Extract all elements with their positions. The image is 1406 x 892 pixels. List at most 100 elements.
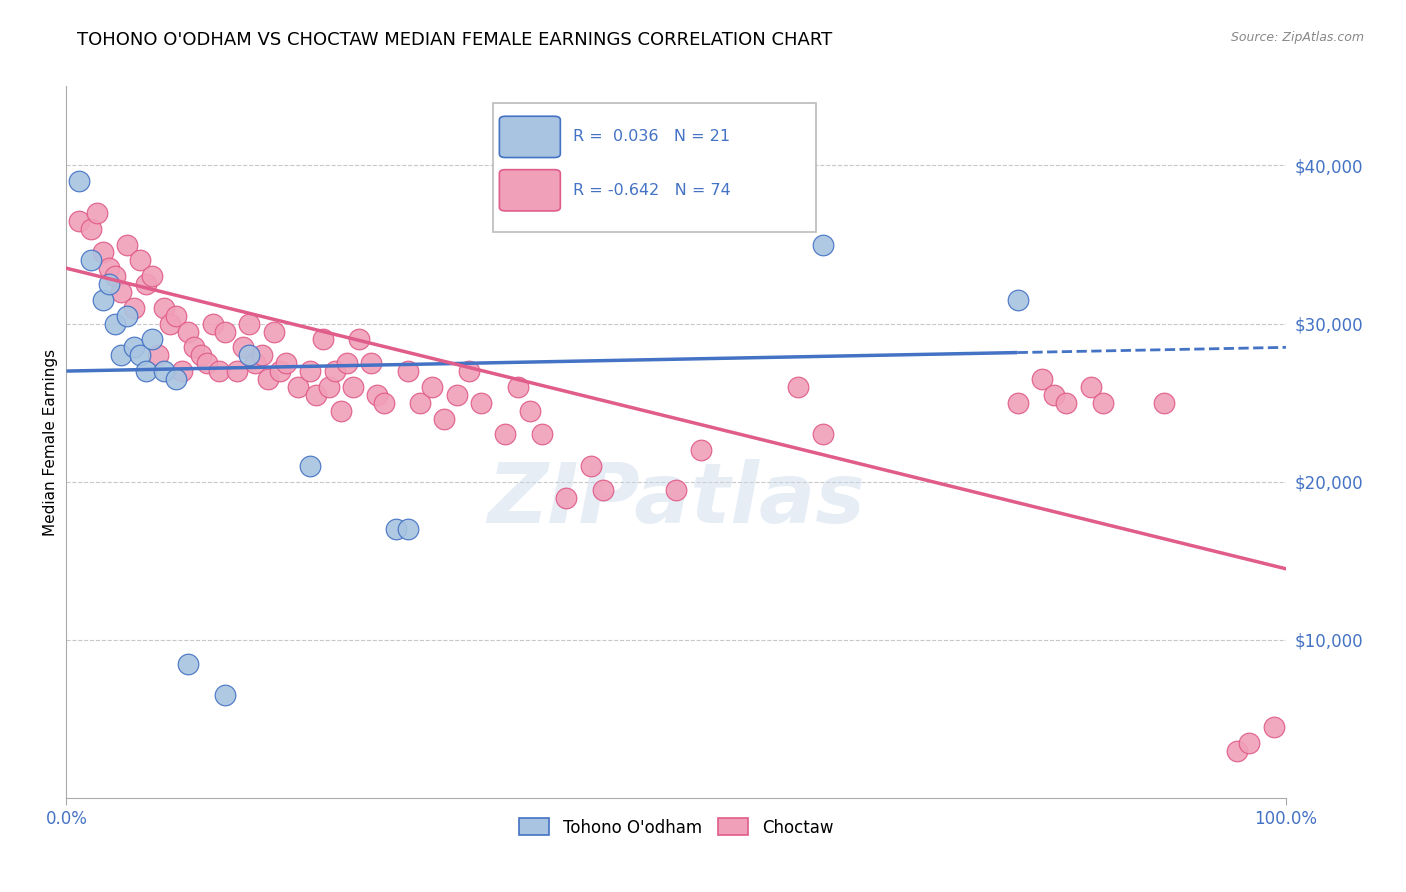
Point [128, 253, 150, 268]
Point [336, 356, 359, 370]
Point [665, 483, 688, 497]
Point [787, 380, 810, 394]
Point [146, 348, 169, 362]
Point [165, 309, 187, 323]
Point [360, 356, 382, 370]
Point [287, 380, 309, 394]
Text: ZIPatlas: ZIPatlas [488, 458, 865, 540]
Point [214, 689, 236, 703]
Point [238, 317, 260, 331]
Point [226, 364, 249, 378]
Point [122, 301, 145, 315]
Point [110, 348, 132, 362]
FancyBboxPatch shape [499, 169, 561, 211]
Point [396, 364, 419, 378]
Point [1080, 380, 1102, 394]
Point [446, 388, 468, 402]
Point [128, 348, 150, 362]
Point [420, 380, 443, 394]
Point [299, 458, 322, 473]
Point [153, 364, 176, 378]
Point [172, 364, 194, 378]
Point [1031, 372, 1053, 386]
Point [80, 221, 103, 235]
Point [409, 395, 432, 409]
Point [153, 301, 176, 315]
Point [214, 325, 236, 339]
FancyBboxPatch shape [499, 116, 561, 158]
Point [245, 356, 267, 370]
Point [117, 309, 139, 323]
Point [269, 364, 291, 378]
Point [555, 491, 578, 505]
Point [122, 340, 145, 354]
Text: R =  0.036   N = 21: R = 0.036 N = 21 [572, 129, 730, 145]
Point [1007, 395, 1029, 409]
Point [318, 380, 340, 394]
Point [396, 522, 419, 536]
Point [811, 237, 834, 252]
Point [135, 277, 157, 291]
Y-axis label: Median Female Earnings: Median Female Earnings [44, 349, 58, 536]
Point [263, 325, 285, 339]
Point [201, 317, 224, 331]
Point [208, 364, 231, 378]
Point [195, 356, 218, 370]
Point [1043, 388, 1066, 402]
Point [689, 443, 711, 458]
Point [811, 427, 834, 442]
Point [470, 395, 492, 409]
Point [592, 483, 614, 497]
Point [347, 333, 370, 347]
Point [1091, 395, 1114, 409]
Point [506, 380, 529, 394]
Point [1226, 744, 1249, 758]
Point [177, 657, 200, 671]
Point [98, 261, 121, 276]
Text: R = -0.642   N = 74: R = -0.642 N = 74 [572, 183, 730, 198]
Point [238, 348, 260, 362]
Point [256, 372, 278, 386]
Point [117, 237, 139, 252]
Point [80, 253, 103, 268]
Point [457, 364, 479, 378]
Point [495, 427, 517, 442]
Text: TOHONO O'ODHAM VS CHOCTAW MEDIAN FEMALE EARNINGS CORRELATION CHART: TOHONO O'ODHAM VS CHOCTAW MEDIAN FEMALE … [77, 31, 832, 49]
Point [1007, 293, 1029, 307]
Point [1153, 395, 1175, 409]
Point [531, 427, 554, 442]
Point [579, 458, 602, 473]
Text: Source: ZipAtlas.com: Source: ZipAtlas.com [1230, 31, 1364, 45]
Point [135, 364, 157, 378]
Point [110, 285, 132, 299]
Point [519, 403, 541, 417]
Legend: Tohono O'odham, Choctaw: Tohono O'odham, Choctaw [513, 812, 839, 843]
Point [323, 364, 346, 378]
Point [67, 214, 90, 228]
Point [141, 333, 163, 347]
Point [342, 380, 364, 394]
Point [433, 411, 456, 425]
Point [165, 372, 187, 386]
Point [232, 340, 254, 354]
Point [384, 522, 406, 536]
Point [311, 333, 333, 347]
Point [250, 348, 273, 362]
Point [104, 317, 127, 331]
Point [190, 348, 212, 362]
Point [141, 269, 163, 284]
FancyBboxPatch shape [494, 103, 817, 232]
Point [305, 388, 328, 402]
Point [274, 356, 297, 370]
Point [299, 364, 322, 378]
Point [159, 317, 181, 331]
Point [177, 325, 200, 339]
Point [86, 206, 108, 220]
Point [91, 293, 114, 307]
Point [183, 340, 205, 354]
Point [98, 277, 121, 291]
Point [1239, 736, 1261, 750]
Point [1054, 395, 1077, 409]
Point [329, 403, 352, 417]
Point [373, 395, 395, 409]
